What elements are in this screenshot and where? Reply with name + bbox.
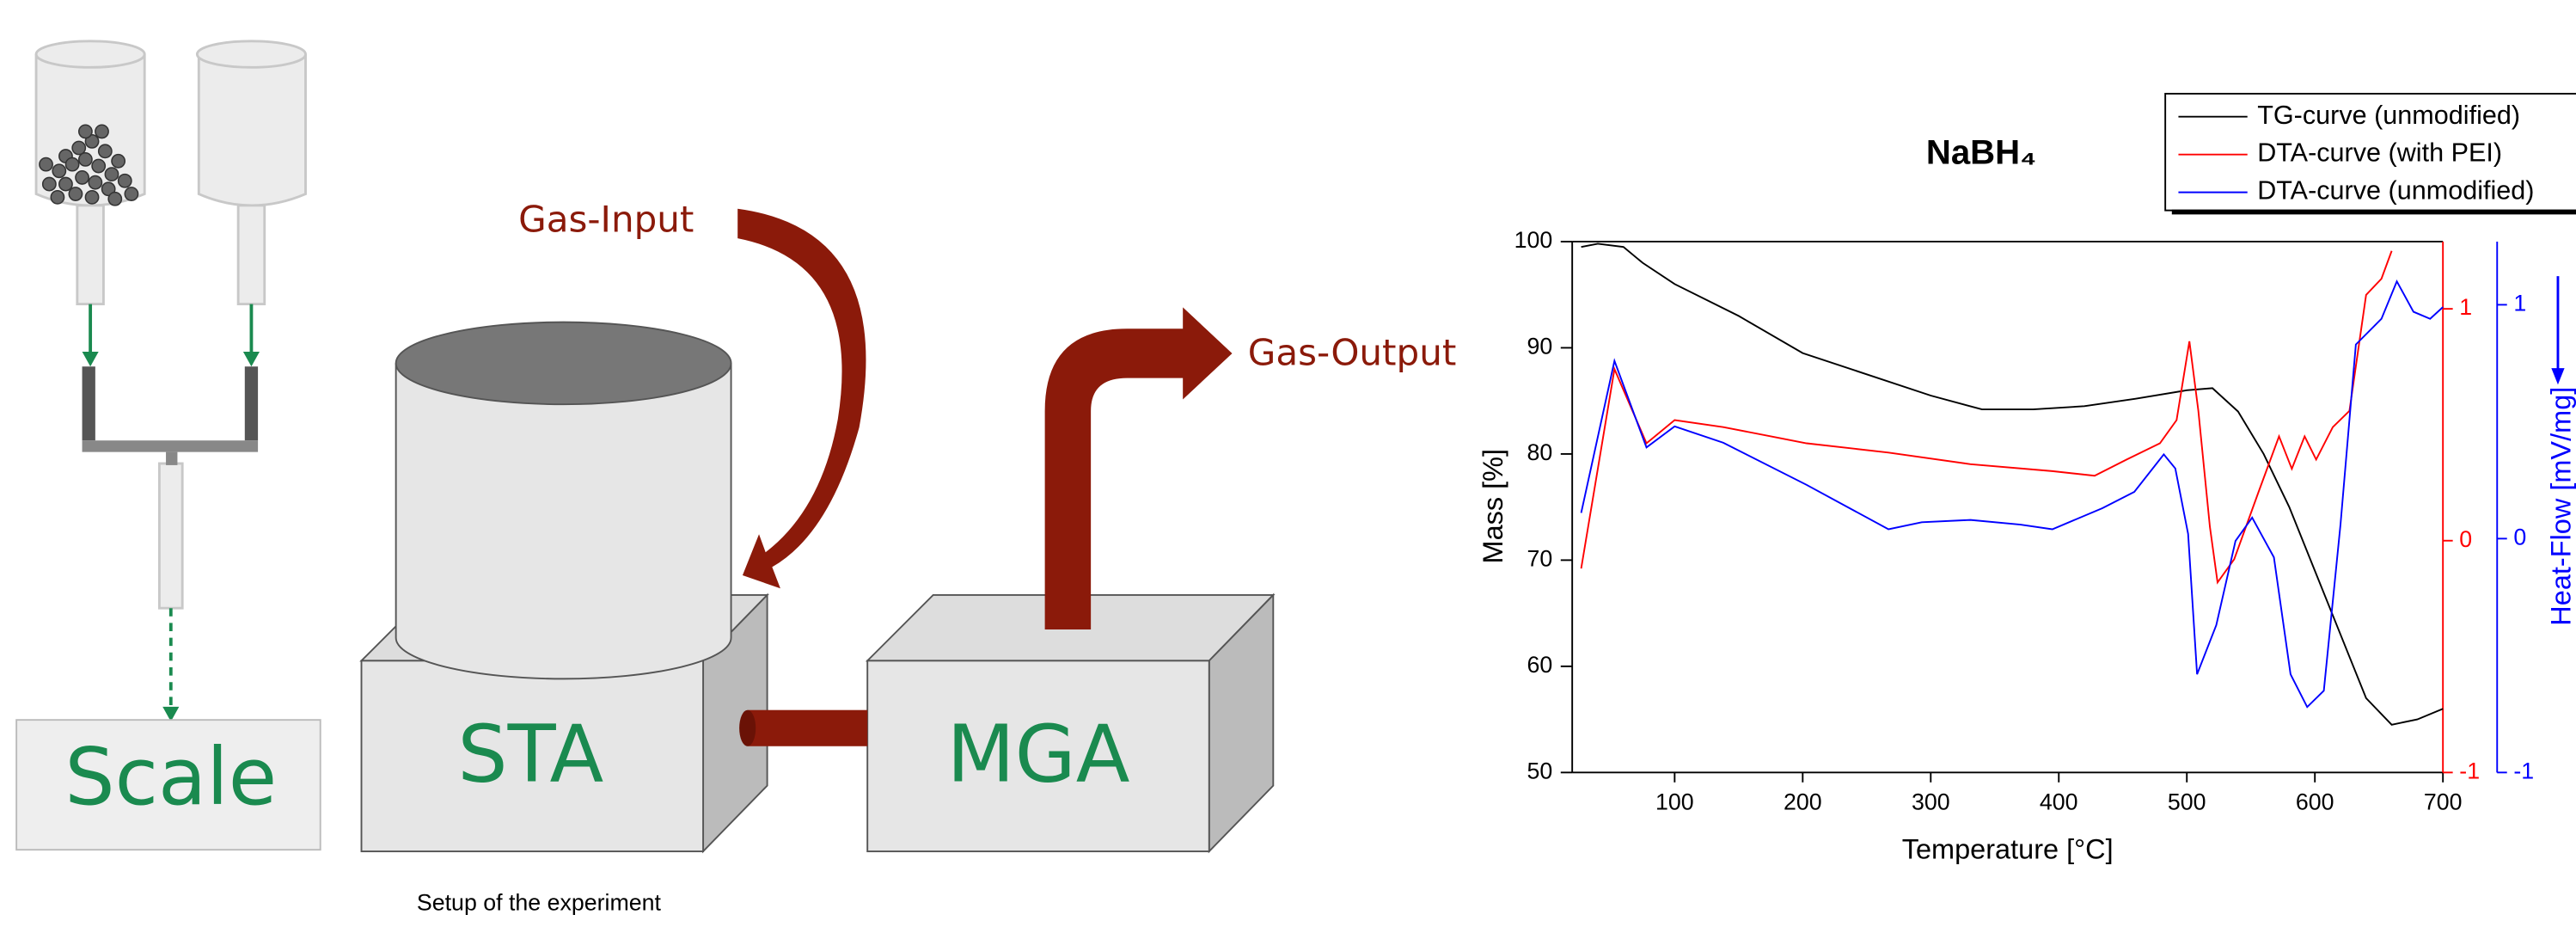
chart-title: NaBH₄	[1926, 132, 2036, 171]
data-line	[1582, 281, 2444, 707]
y3-tick-label: 0	[2513, 524, 2526, 549]
data-line	[1582, 243, 2444, 724]
x-axis-label: Temperature [°C]	[1902, 834, 2114, 865]
y-tick-label: 50	[1527, 758, 1552, 783]
scale-label: Scale	[64, 731, 277, 823]
y2-tick-label: 1	[2459, 294, 2472, 320]
mga-label: MGA	[946, 708, 1129, 800]
x-tick-label: 700	[2424, 789, 2463, 815]
y3-axis-label: Heat-Flow [mV/mg]	[2545, 387, 2576, 626]
x-tick-label: 300	[1912, 789, 1950, 815]
figure: Gas-Input Gas-Output STA MGA Scale Setup…	[0, 0, 2576, 927]
caption: Setup of the experiment	[417, 889, 662, 915]
gas-output-label: Gas-Output	[1248, 331, 1457, 373]
y-tick-label: 100	[1514, 227, 1553, 253]
y-tick-label: 70	[1527, 545, 1552, 571]
sta-label: STA	[457, 708, 603, 800]
setup-diagram: Gas-Input Gas-Output STA MGA Scale Setup…	[16, 41, 1456, 916]
y-tick-label: 80	[1527, 439, 1552, 465]
y2-tick-label: 0	[2459, 526, 2472, 552]
y-tick-label: 60	[1527, 652, 1552, 678]
y-tick-label: 90	[1527, 334, 1552, 359]
chart: NaBH₄ Temperature [°C] Mass [%] Heat-Flo…	[1478, 94, 2576, 865]
y2-tick-label: -1	[2459, 758, 2480, 783]
x-tick-label: 400	[2040, 789, 2078, 815]
y3-tick-label: -1	[2513, 758, 2534, 783]
legend-label: DTA-curve (unmodified)	[2257, 176, 2534, 206]
x-tick-label: 600	[2296, 789, 2334, 815]
x-tick-label: 200	[1784, 789, 1822, 815]
y3-tick-label: 1	[2513, 290, 2526, 316]
gas-input-label: Gas-Input	[518, 199, 694, 241]
data-line	[1582, 251, 2392, 583]
y-axis-label: Mass [%]	[1478, 449, 1508, 564]
legend-label: TG-curve (unmodified)	[2257, 101, 2520, 130]
legend-label: DTA-curve (with PEI)	[2257, 138, 2502, 168]
x-tick-label: 500	[2168, 789, 2206, 815]
page: Gas-Input Gas-Output STA MGA Scale Setup…	[0, 0, 2576, 927]
x-tick-label: 100	[1655, 789, 1694, 815]
